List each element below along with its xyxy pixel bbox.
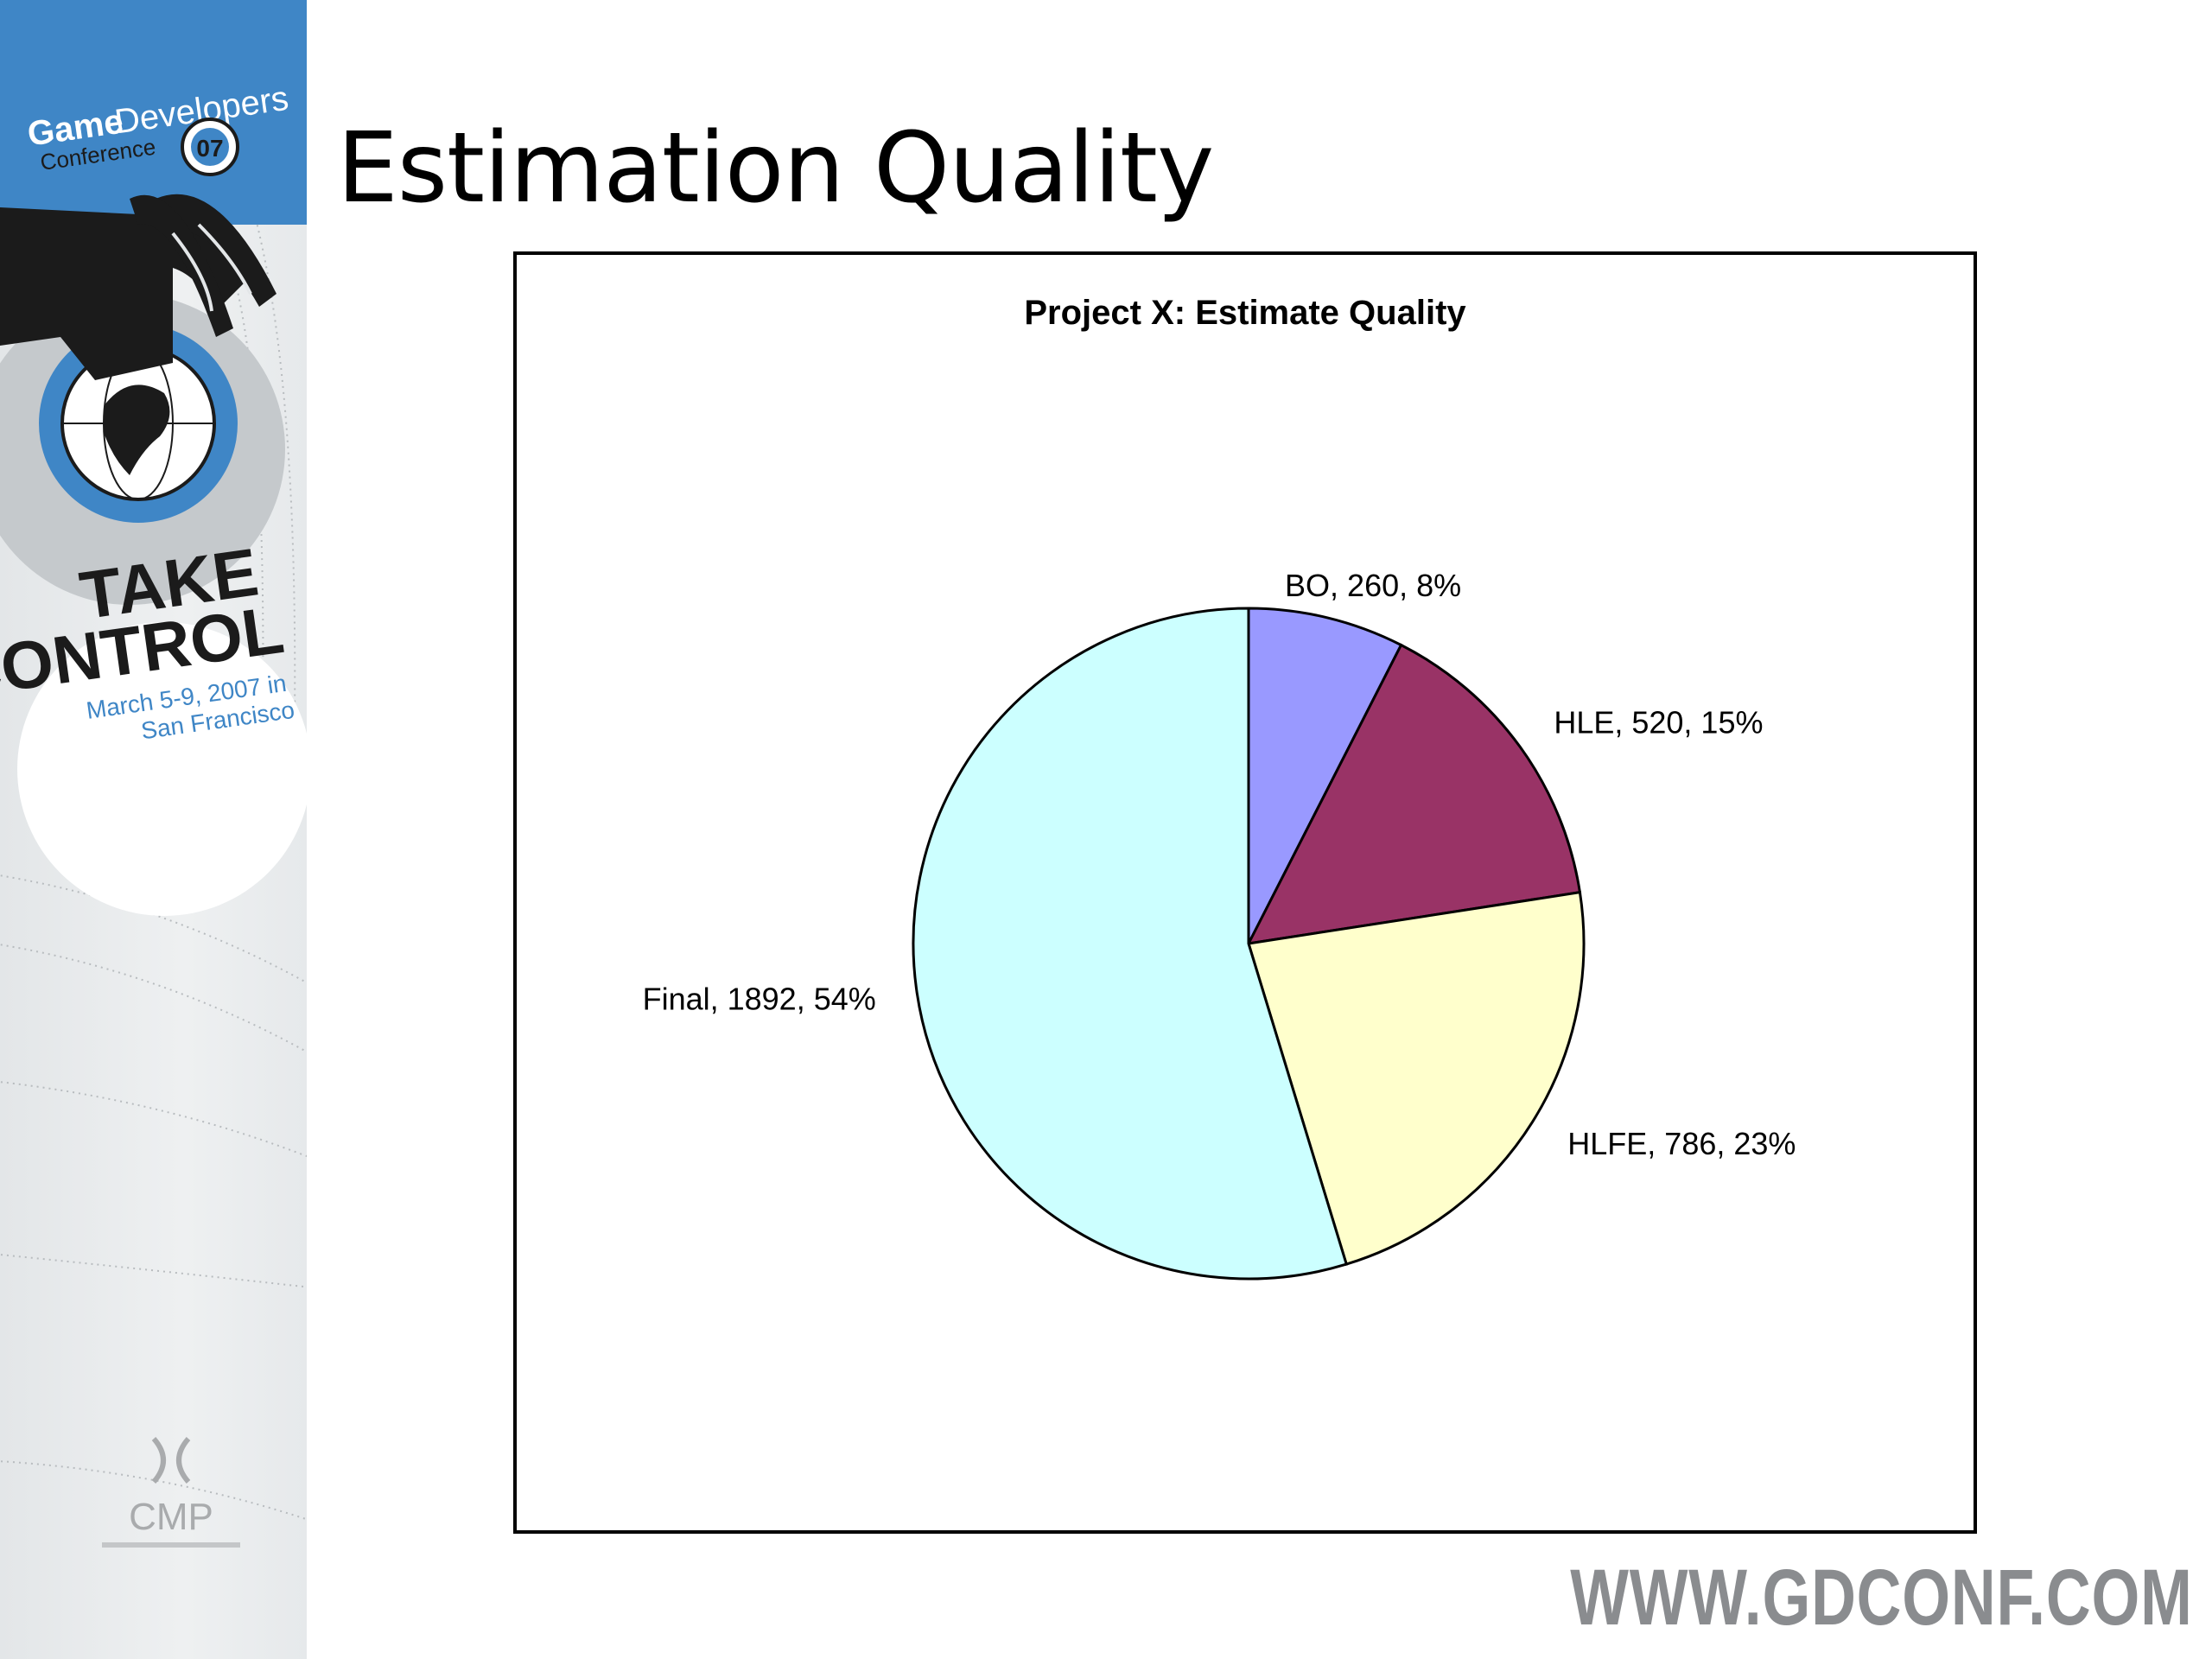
chart-frame: Project X: Estimate Quality BO, 260, 8% H… [513, 251, 1977, 1534]
logo-badge-year: 07 [196, 135, 223, 162]
pie-label-hlfe: HLFE, 786, 23% [1567, 1126, 1796, 1161]
pie-label-final: Final, 1892, 54% [643, 981, 876, 1016]
globe-continent [104, 385, 170, 475]
sidebar-artwork: Game Developers Conference 07 TAKE CONTR… [0, 0, 307, 1548]
pie-labels: BO, 260, 8% HLE, 520, 15% HLFE, 786, 23% Fi… [643, 568, 1796, 1161]
chart-title: Project X: Estimate Quality [1024, 294, 1466, 332]
pie-slice-hlfe [1247, 890, 1586, 1266]
cmp-text: CMP [129, 1496, 213, 1538]
pie-label-hle: HLE, 520, 15% [1554, 705, 1763, 741]
pie-label-bo: BO, 260, 8% [1285, 568, 1461, 603]
footer-url: WWW.GDCONF.COM [1570, 1554, 2193, 1642]
pie-slice-final [912, 607, 1349, 1281]
date-circle [17, 622, 307, 916]
cmp-logo: CMP [102, 1437, 240, 1548]
logo-band [0, 0, 307, 225]
hand-icon [0, 194, 276, 380]
pie-slice-bo [1247, 607, 1403, 944]
slide-title: Estimation Quality [337, 112, 1214, 225]
pie-slice-hle [1246, 643, 1582, 945]
pie-slices [912, 607, 1586, 1281]
conference-sidebar: Game Developers Conference 07 TAKE CONTR… [0, 0, 307, 1659]
pie-chart: Project X: Estimate Quality BO, 260, 8% H… [643, 294, 1796, 1281]
